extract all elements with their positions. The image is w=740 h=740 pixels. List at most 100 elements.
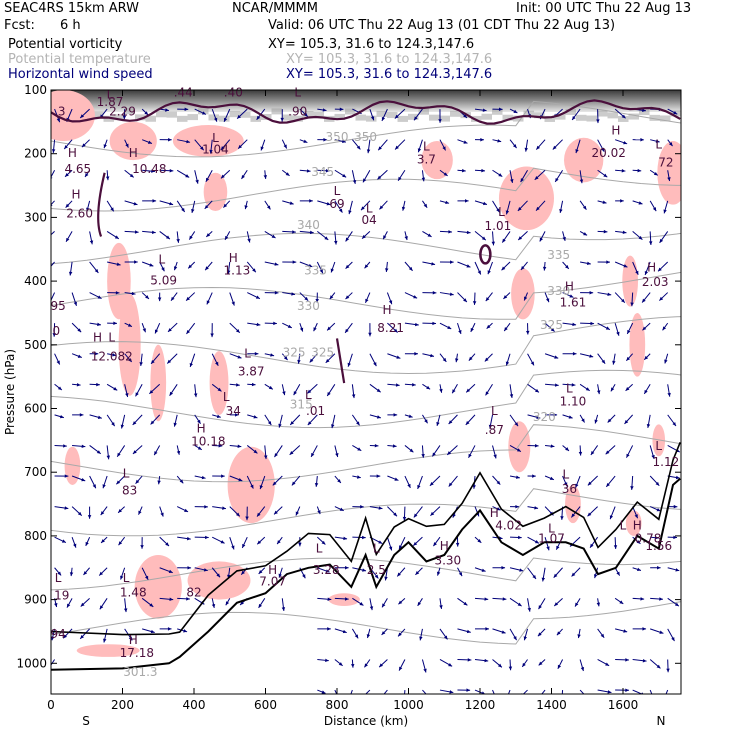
wind-arrow-head — [271, 234, 276, 238]
wind-arrow-head — [241, 174, 245, 179]
wind-speed-shading — [118, 293, 141, 396]
pv-label: 3.87 — [238, 364, 265, 378]
wind-arrow-head — [307, 421, 312, 426]
stratosphere-shading-fringe — [271, 108, 282, 115]
wind-arrow-head — [508, 666, 513, 671]
wind-arrow-head — [281, 607, 286, 611]
wind-arrow-head — [201, 475, 206, 480]
surface-contour — [51, 442, 681, 636]
wind-arrow-head — [466, 629, 471, 634]
wind-arrow-head — [323, 137, 328, 142]
wind-arrow-head — [57, 386, 62, 391]
wind-arrow-head — [557, 664, 562, 669]
wind-arrow-head — [54, 603, 58, 607]
wind-arrow-head — [283, 144, 287, 149]
theta-contour — [51, 316, 681, 375]
pv-label: 0.78 — [635, 531, 662, 545]
pv-label: 1.61 — [560, 296, 587, 310]
wind-arrow-head — [636, 567, 641, 572]
wind-arrow-head — [374, 443, 379, 448]
wind-arrow-head — [430, 353, 434, 358]
wind-arrow-head — [398, 600, 403, 605]
wind-arrow-head — [63, 444, 67, 448]
wind-arrow-head — [596, 390, 601, 395]
wind-arrow-head — [484, 658, 489, 663]
wind-arrow — [365, 689, 371, 694]
stratosphere-shading-fringe — [103, 115, 114, 122]
wind-arrow-head — [169, 201, 174, 206]
wind-arrow-head — [607, 418, 612, 423]
wind-arrow-head — [263, 175, 268, 179]
wind-arrow-head — [423, 203, 428, 208]
pv-label: L — [334, 184, 341, 198]
field-pv-name: Potential vorticity — [8, 37, 123, 52]
wind-arrow-head — [520, 266, 525, 270]
theta-contour — [51, 369, 681, 429]
wind-arrow-head — [663, 696, 666, 700]
wind-arrow-head — [600, 147, 605, 152]
wind-arrow-head — [634, 514, 638, 519]
wind-arrow-head — [149, 603, 154, 607]
stratosphere-shading-fringe — [376, 110, 387, 117]
wind-arrow-head — [468, 453, 472, 458]
wind-arrow-head — [260, 146, 264, 151]
wind-arrow-head — [415, 571, 420, 575]
theta-contour — [51, 601, 681, 645]
wind-arrow-head — [256, 115, 261, 120]
wind-arrow-head — [209, 149, 213, 154]
wind-arrow-head — [491, 241, 496, 246]
stratosphere-shading-fringe — [450, 110, 461, 117]
stratosphere-shading-fringe — [198, 108, 209, 115]
y-tick-label: 300 — [24, 210, 47, 224]
wind-arrow-head — [327, 326, 331, 331]
wind-arrow-head — [666, 668, 670, 673]
wind-arrow-head — [169, 391, 174, 396]
wind-arrow-head — [327, 392, 331, 397]
wind-arrow-head — [97, 322, 101, 327]
wind-arrow-head — [534, 540, 539, 544]
wind-arrow-head — [653, 171, 658, 176]
wind-arrow-head — [259, 485, 263, 490]
wind-arrow-head — [339, 507, 344, 511]
wind-arrow-head — [186, 536, 191, 541]
pv-label: 1.12 — [653, 455, 680, 469]
pv-label: L — [305, 388, 312, 402]
wind-arrow-head — [394, 477, 399, 481]
wind-arrow-head — [165, 108, 169, 112]
wind-arrow-head — [378, 540, 383, 544]
wind-arrow-head — [536, 145, 541, 150]
wind-arrow-head — [586, 696, 590, 700]
pv-label: L — [123, 571, 130, 585]
wind-arrow-head — [289, 201, 294, 205]
wind-arrow-head — [399, 545, 403, 550]
wind-arrow-head — [334, 240, 338, 245]
wind-arrow-head — [421, 454, 425, 458]
wind-arrow-head — [147, 140, 152, 144]
wind-arrow-head — [596, 119, 600, 124]
wind-arrow — [404, 690, 406, 694]
x-tick-label: 0 — [47, 698, 55, 712]
wind-arrow-head — [534, 506, 539, 510]
wind-arrow-head — [179, 479, 184, 484]
wind-arrow-head — [347, 362, 351, 367]
wind-arrow-head — [309, 358, 314, 363]
wind-arrow-head — [397, 572, 401, 577]
field-wind-xy: XY= 105.3, 31.6 to 124.3,147.6 — [286, 67, 493, 82]
wind-arrow-head — [345, 566, 349, 570]
wind-arrow-head — [623, 140, 628, 145]
pv-label: 1.01 — [485, 219, 512, 233]
wind-arrow-head — [217, 387, 222, 392]
wind-arrow-head — [97, 295, 102, 299]
wind-arrow-head — [362, 568, 367, 572]
wind-arrow-head — [331, 424, 335, 429]
wind-arrow-head — [541, 577, 546, 582]
wind-arrow-head — [173, 266, 178, 271]
wind-arrow-head — [80, 114, 85, 119]
wind-arrow-head — [616, 571, 620, 576]
wind-arrow — [665, 689, 669, 694]
wind-arrow-head — [516, 448, 521, 452]
wind-arrow-head — [613, 545, 618, 549]
wind-arrow-head — [658, 267, 662, 272]
wind-arrow-head — [176, 450, 181, 455]
wind-arrow-head — [534, 444, 539, 448]
